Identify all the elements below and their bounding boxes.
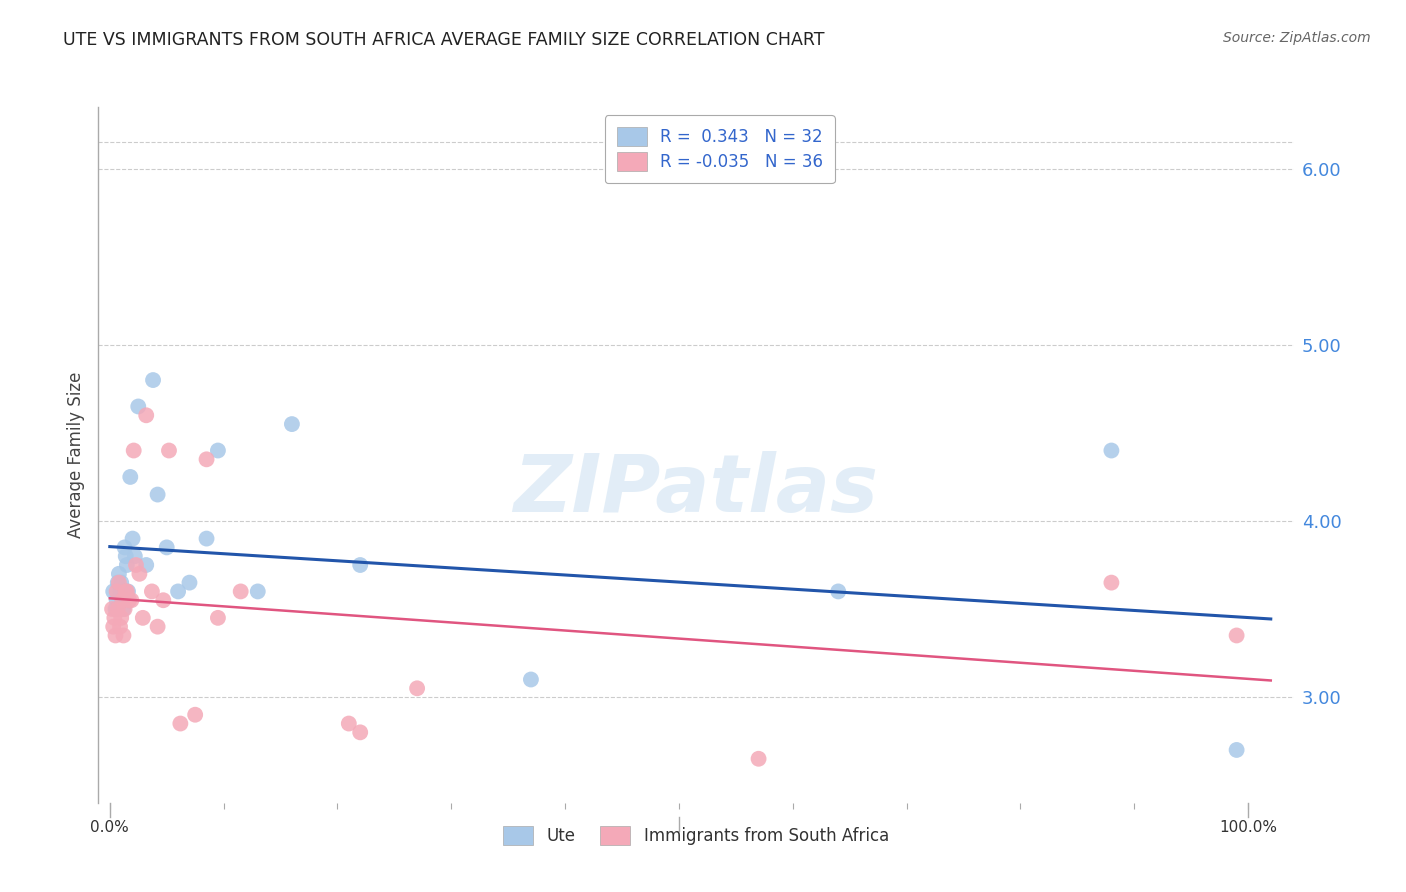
Y-axis label: Average Family Size: Average Family Size <box>67 372 86 538</box>
Point <box>104 628 127 642</box>
Point <box>108 584 131 599</box>
Point <box>125 558 148 572</box>
Text: Source: ZipAtlas.com: Source: ZipAtlas.com <box>1223 31 1371 45</box>
Point <box>112 628 135 642</box>
Point <box>281 417 304 431</box>
Point <box>117 584 139 599</box>
Point <box>110 575 132 590</box>
Point <box>124 549 146 564</box>
Point <box>114 541 136 555</box>
Point <box>349 558 371 572</box>
Point <box>179 575 201 590</box>
Point <box>156 541 179 555</box>
Text: 100.0%: 100.0% <box>1219 821 1277 836</box>
Point <box>107 602 129 616</box>
Point <box>107 575 129 590</box>
Point <box>114 549 136 564</box>
Point <box>103 620 125 634</box>
Point <box>110 611 132 625</box>
Point <box>146 487 169 501</box>
Point <box>118 593 141 607</box>
Point <box>748 752 770 766</box>
Point <box>122 443 145 458</box>
Point <box>108 620 131 634</box>
Point <box>1226 628 1249 642</box>
Point <box>406 681 429 696</box>
Point <box>111 593 134 607</box>
Point <box>121 532 143 546</box>
Point <box>520 673 543 687</box>
Point <box>135 558 157 572</box>
Point <box>101 602 124 616</box>
Point <box>1226 743 1249 757</box>
Text: UTE VS IMMIGRANTS FROM SOUTH AFRICA AVERAGE FAMILY SIZE CORRELATION CHART: UTE VS IMMIGRANTS FROM SOUTH AFRICA AVER… <box>63 31 825 49</box>
Point <box>349 725 371 739</box>
Point <box>108 575 131 590</box>
Point <box>1099 443 1122 458</box>
Point <box>128 566 150 581</box>
Point <box>169 716 191 731</box>
Point <box>827 584 849 599</box>
Point <box>103 584 125 599</box>
Point <box>103 611 125 625</box>
Point <box>114 602 136 616</box>
Point <box>195 532 218 546</box>
Point <box>108 566 131 581</box>
Point <box>246 584 269 599</box>
Point <box>167 584 190 599</box>
Point <box>141 584 163 599</box>
Point <box>115 584 138 599</box>
Point <box>1099 575 1122 590</box>
Point <box>105 584 128 599</box>
Point <box>112 602 135 616</box>
Point <box>105 593 128 607</box>
Point <box>114 584 136 599</box>
Point <box>120 470 142 484</box>
Point <box>132 611 155 625</box>
Point <box>195 452 218 467</box>
Point <box>157 443 180 458</box>
Point <box>229 584 252 599</box>
Text: 0.0%: 0.0% <box>90 821 129 836</box>
Text: ZIPatlas: ZIPatlas <box>513 450 879 529</box>
Point <box>207 443 229 458</box>
Point <box>142 373 165 387</box>
Point <box>337 716 360 731</box>
Point <box>207 611 229 625</box>
Point <box>111 593 134 607</box>
Point <box>152 593 174 607</box>
Point <box>127 400 149 414</box>
Point <box>135 409 157 423</box>
Point <box>146 620 169 634</box>
Point <box>104 602 127 616</box>
Point <box>120 593 142 607</box>
Point <box>115 558 138 572</box>
Point <box>184 707 207 722</box>
Legend: Ute, Immigrants from South Africa: Ute, Immigrants from South Africa <box>495 818 897 854</box>
